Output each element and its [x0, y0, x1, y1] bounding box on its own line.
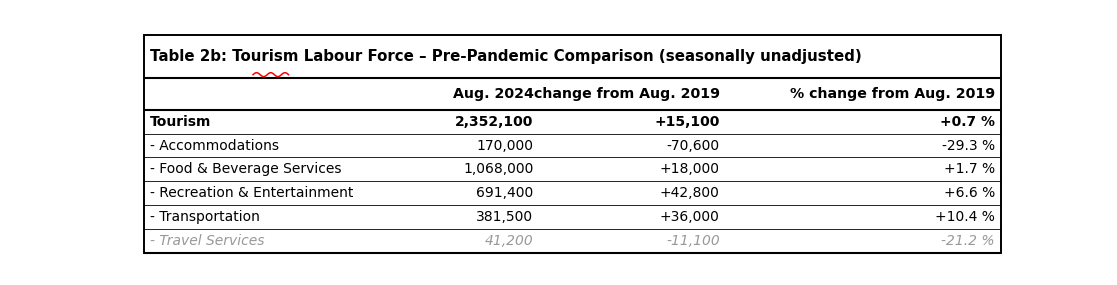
Text: +42,800: +42,800	[660, 186, 719, 200]
Text: Table 2b: Tourism Labour Force – Pre-Pandemic Comparison (seasonally unadjusted): Table 2b: Tourism Labour Force – Pre-Pan…	[150, 49, 861, 64]
Text: change from Aug. 2019: change from Aug. 2019	[534, 87, 719, 101]
Text: Aug. 2024: Aug. 2024	[452, 87, 534, 101]
Text: 2,352,100: 2,352,100	[455, 115, 534, 129]
Text: +18,000: +18,000	[660, 162, 719, 176]
Text: -70,600: -70,600	[667, 139, 719, 152]
Text: -29.3 %: -29.3 %	[942, 139, 995, 152]
Text: - Food & Beverage Services: - Food & Beverage Services	[150, 162, 342, 176]
Text: - Recreation & Entertainment: - Recreation & Entertainment	[150, 186, 353, 200]
Text: +15,100: +15,100	[655, 115, 719, 129]
Text: 41,200: 41,200	[485, 234, 534, 248]
Text: 381,500: 381,500	[476, 210, 534, 224]
Text: +6.6 %: +6.6 %	[944, 186, 995, 200]
Text: -21.2 %: -21.2 %	[942, 234, 995, 248]
Text: +1.7 %: +1.7 %	[944, 162, 995, 176]
Text: 691,400: 691,400	[476, 186, 534, 200]
Text: +0.7 %: +0.7 %	[939, 115, 995, 129]
Text: -11,100: -11,100	[666, 234, 719, 248]
Text: - Accommodations: - Accommodations	[150, 139, 279, 152]
Text: - Transportation: - Transportation	[150, 210, 260, 224]
Text: +10.4 %: +10.4 %	[935, 210, 995, 224]
Text: - Travel Services: - Travel Services	[150, 234, 265, 248]
Text: 1,068,000: 1,068,000	[464, 162, 534, 176]
Text: Tourism: Tourism	[150, 115, 211, 129]
Text: 170,000: 170,000	[477, 139, 534, 152]
Text: % change from Aug. 2019: % change from Aug. 2019	[790, 87, 995, 101]
Text: +36,000: +36,000	[660, 210, 719, 224]
